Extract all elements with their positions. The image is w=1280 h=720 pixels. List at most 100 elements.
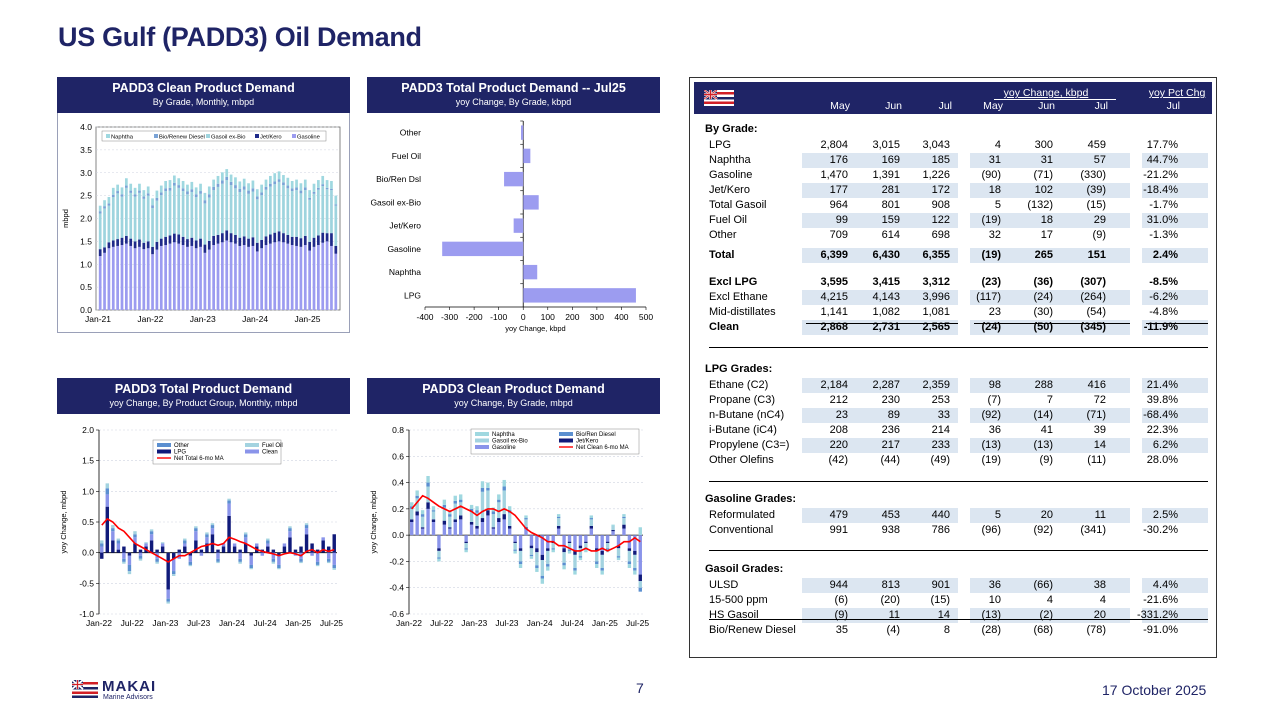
table-row: Reformulated 479 453 440 5 20 11 2.5% — [694, 508, 1208, 523]
bar-bio — [207, 194, 211, 198]
bar-jet — [168, 235, 172, 244]
bar-naphtha — [469, 504, 474, 509]
bar-jet — [448, 527, 452, 529]
bar-jet — [497, 518, 501, 522]
panel-title: PADD3 Clean Product Demand — [112, 81, 295, 95]
bar-bio — [437, 557, 441, 559]
bar-fuel — [116, 538, 121, 541]
table-cell: 440 — [931, 509, 950, 521]
bar-jet — [616, 545, 621, 549]
bar-lpg — [149, 540, 154, 553]
bar-bio — [595, 561, 599, 565]
table-cell: -18.4% — [1143, 184, 1178, 196]
row-shade — [802, 290, 958, 305]
panel-subtitle: yoy Change, By Grade, mbpd — [454, 398, 573, 408]
row-shade — [1142, 508, 1208, 523]
table-row: Excl LPG 3,595 3,415 3,312 (23) (36) (307) -8.5… — [694, 275, 1206, 290]
bar-jet — [111, 240, 115, 247]
bar-gasoil — [129, 192, 133, 239]
bar-gasoline — [611, 531, 615, 536]
y-tick-label: -0.4 — [389, 583, 404, 593]
table-cell: 2.4% — [1152, 249, 1178, 261]
bar-fuel — [326, 561, 331, 564]
bar-gasoil — [556, 518, 561, 526]
bar-jet — [286, 234, 290, 244]
table-cell: 11 — [1094, 509, 1106, 521]
bar-clean — [199, 552, 204, 556]
bar-clean — [238, 552, 242, 559]
table-cell: 288 — [1034, 379, 1053, 391]
table-rule — [709, 550, 1208, 551]
table-row: Excl Ethane 4,215 4,143 3,996 (117) (24) (264)… — [694, 290, 1208, 305]
row-label: Gasoline — [709, 169, 753, 181]
bar-gasoline — [518, 535, 523, 549]
table-cell: -4.8% — [1149, 306, 1178, 318]
bar-lpg — [238, 549, 242, 553]
table-cell: (264) — [1080, 291, 1106, 303]
bar-clean — [326, 552, 331, 559]
row-shade — [970, 183, 1130, 198]
panel-total-demand-jul25: PADD3 Total Product Demand -- Jul25 yoy … — [367, 77, 660, 333]
bar-bio — [229, 181, 233, 186]
table-cell: (19) — [981, 454, 1001, 466]
table-cell: 479 — [829, 509, 848, 521]
bar-naphtha — [426, 476, 430, 483]
table-cell: 11 — [888, 609, 900, 621]
bar-gasoil — [589, 519, 593, 526]
table-header: yoy Change, kbpd yoy Pct Chg May Jun Jul Ma… — [694, 82, 1212, 114]
bar-other — [227, 500, 231, 504]
bar-naphtha — [507, 506, 512, 511]
bar-jet — [486, 510, 490, 516]
bar-gasoline — [334, 253, 338, 310]
table-cell: 6,399 — [820, 249, 848, 261]
bar-gasoline — [111, 246, 115, 310]
bar-naphtha — [264, 179, 268, 187]
bar-gasoil — [529, 548, 534, 555]
bar-gasoil — [142, 198, 146, 243]
table-cell: 44.7% — [1146, 154, 1178, 166]
bar-gasoline — [573, 535, 577, 551]
bar-naphtha — [595, 564, 599, 568]
row-label: HS Gasoil — [709, 609, 759, 621]
x-tick-label: Jan-21 — [85, 314, 111, 324]
bar-naphtha — [286, 177, 290, 186]
bar-fuel — [155, 561, 159, 564]
bar-gasoline — [159, 245, 163, 310]
bar-naphtha — [584, 549, 588, 553]
table-cell: (4) — [886, 624, 900, 636]
table-cell: 3,595 — [820, 276, 848, 288]
bar-bio — [151, 205, 154, 208]
bar-other — [277, 564, 281, 568]
x-tick-label: 300 — [590, 312, 604, 322]
bar-naphtha — [129, 183, 133, 191]
bar-naphtha — [633, 570, 637, 575]
y-tick-label: 0.0 — [80, 305, 92, 315]
bar-jet — [103, 247, 106, 253]
table-cell: 300 — [1034, 139, 1053, 151]
bar-gasoil — [286, 188, 290, 235]
bar-gasoline — [464, 535, 468, 542]
table-cell: (9) — [1092, 229, 1106, 241]
bar-gasoil — [260, 195, 263, 241]
table-cell: (42) — [828, 454, 848, 466]
bar-naphtha — [247, 183, 250, 191]
table-cell: 614 — [881, 229, 900, 241]
table-cell: 22.3% — [1146, 424, 1178, 436]
bar-gasoline — [225, 240, 229, 310]
table-cell: -21.6% — [1143, 594, 1178, 606]
bar-gasoline — [540, 535, 545, 555]
bar-fuel — [210, 523, 215, 526]
bar-gasoline — [146, 248, 150, 310]
table-cell: 220 — [829, 439, 848, 451]
bar — [513, 218, 524, 233]
y-tick-label: 0.0 — [82, 548, 94, 558]
table-cell: 41 — [1040, 424, 1053, 436]
bar-jet — [321, 232, 325, 243]
bar-jet — [212, 235, 215, 246]
bar-clean — [255, 543, 259, 547]
table-rule — [974, 323, 1130, 324]
table-cell: 176 — [829, 154, 848, 166]
bar-clean — [249, 555, 253, 565]
bar-naphtha — [578, 557, 583, 561]
row-shade — [970, 578, 1130, 593]
